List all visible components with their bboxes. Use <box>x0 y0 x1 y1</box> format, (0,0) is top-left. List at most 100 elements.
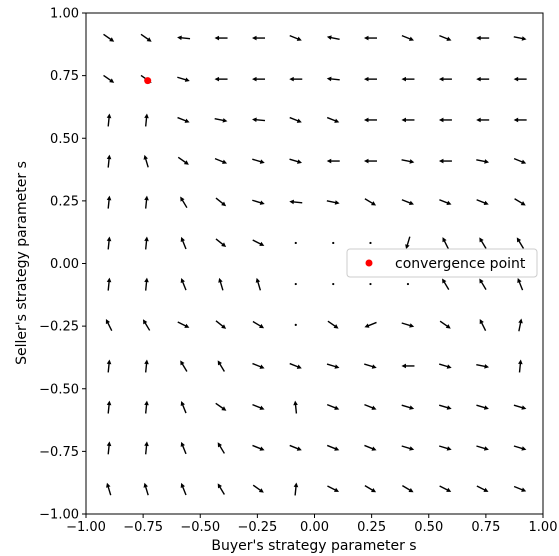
x-tick-label: −0.75 <box>123 520 163 535</box>
vector-arrow <box>439 320 451 329</box>
vector-arrow <box>106 113 112 127</box>
vector-arrow <box>106 441 112 455</box>
legend-box <box>346 248 538 278</box>
vector-arrow <box>177 76 190 82</box>
vector-arrow <box>363 35 377 41</box>
vector-arrow <box>103 33 115 42</box>
vector-arrow <box>217 442 225 454</box>
vector-arrow <box>401 34 414 41</box>
vector-arrow <box>252 239 265 246</box>
vector-arrow <box>442 237 449 250</box>
vector-arrow <box>364 444 377 451</box>
vector-arrow <box>289 362 302 369</box>
vector-arrow <box>106 154 112 168</box>
vector-arrow <box>215 238 227 248</box>
vector-arrow <box>106 400 112 414</box>
y-tick-label: −0.50 <box>39 382 79 397</box>
vector-arrow <box>401 363 415 369</box>
vector-arrow <box>106 482 112 496</box>
vector-arrow <box>326 76 340 82</box>
vector-arrow <box>140 33 152 42</box>
vector-arrow <box>439 363 452 369</box>
vector-arrow <box>513 157 527 164</box>
vector-arrow <box>476 76 490 82</box>
vector-arrow <box>289 199 303 205</box>
vector-arrow <box>332 282 335 286</box>
vector-arrow <box>514 198 526 206</box>
vector-arrow <box>513 404 527 410</box>
x-tick-label: 0.50 <box>414 520 443 535</box>
vector-arrow <box>513 76 527 82</box>
vector-arrow <box>215 197 227 207</box>
vector-arrow <box>401 445 415 451</box>
vector-arrow <box>105 319 113 331</box>
vector-arrow <box>401 322 415 328</box>
vector-arrow <box>294 241 297 245</box>
vector-arrow <box>476 404 489 410</box>
vector-arrow <box>106 359 112 373</box>
y-tick-label: −1.00 <box>39 508 79 523</box>
vector-arrow <box>327 485 340 492</box>
vector-arrow <box>479 237 487 249</box>
vector-arrow <box>364 198 377 206</box>
vector-arrow <box>518 359 523 373</box>
vector-arrow <box>363 76 377 82</box>
vector-arrow <box>144 400 149 414</box>
vector-arrow <box>180 401 187 414</box>
vector-arrow <box>289 116 302 123</box>
vector-arrow <box>439 485 452 492</box>
vector-arrow <box>106 277 112 291</box>
x-tick-label: −1.00 <box>66 520 106 535</box>
vector-arrow <box>294 282 297 286</box>
vector-arrow <box>106 236 112 250</box>
vector-arrow <box>476 117 490 123</box>
vector-arrow <box>289 34 302 41</box>
vector-arrow <box>476 485 489 492</box>
vector-arrow <box>180 236 187 250</box>
x-axis-label: Buyer's strategy parameter s <box>211 538 416 554</box>
vector-arrow <box>214 157 228 164</box>
vector-arrow <box>326 35 340 41</box>
vector-arrow <box>517 278 524 291</box>
vector-arrow <box>143 482 149 496</box>
vector-arrow <box>144 113 149 127</box>
vector-arrow <box>255 277 262 291</box>
vector-arrow <box>180 441 187 455</box>
vector-arrow <box>180 196 188 209</box>
vector-arrow <box>439 199 452 206</box>
y-tick-label: −0.75 <box>39 445 79 460</box>
vector-arrow <box>363 158 377 164</box>
vector-arrow <box>252 362 265 369</box>
vector-arrow <box>326 444 340 451</box>
vector-arrow <box>327 320 339 329</box>
x-tick-label: 1.00 <box>529 520 558 535</box>
vector-arrow <box>144 236 149 250</box>
vector-arrow <box>180 360 188 372</box>
vector-arrow <box>252 158 265 164</box>
vector-arrow <box>103 74 115 83</box>
vector-arrow <box>364 485 377 493</box>
vector-arrow <box>214 35 228 41</box>
vector-arrow <box>332 241 335 245</box>
vector-arrow <box>214 76 228 82</box>
vector-arrow <box>215 402 227 411</box>
vector-arrow <box>438 76 452 82</box>
y-tick-label: 0.00 <box>50 257 79 272</box>
vector-arrow <box>513 445 527 451</box>
convergence-marker-layer <box>144 77 152 85</box>
vector-arrow <box>252 403 265 410</box>
y-tick-label: −0.25 <box>39 320 79 335</box>
vector-arrow <box>405 236 411 250</box>
vector-arrow <box>364 363 377 369</box>
legend: convergence point <box>346 248 538 278</box>
vector-arrow <box>144 441 149 455</box>
vector-arrow <box>438 158 452 164</box>
x-tick-label: 0.00 <box>300 520 329 535</box>
vector-arrow <box>326 158 340 164</box>
vector-arrow <box>252 76 266 82</box>
vector-arrow <box>177 35 191 41</box>
vector-arrow <box>218 277 224 291</box>
vector-arrow <box>406 282 410 286</box>
vector-arrow <box>214 118 228 123</box>
x-axis-ticks: −1.00 −0.75 −0.50 −0.25 0.00 0.25 0.50 0.75 1.00 <box>66 514 557 535</box>
